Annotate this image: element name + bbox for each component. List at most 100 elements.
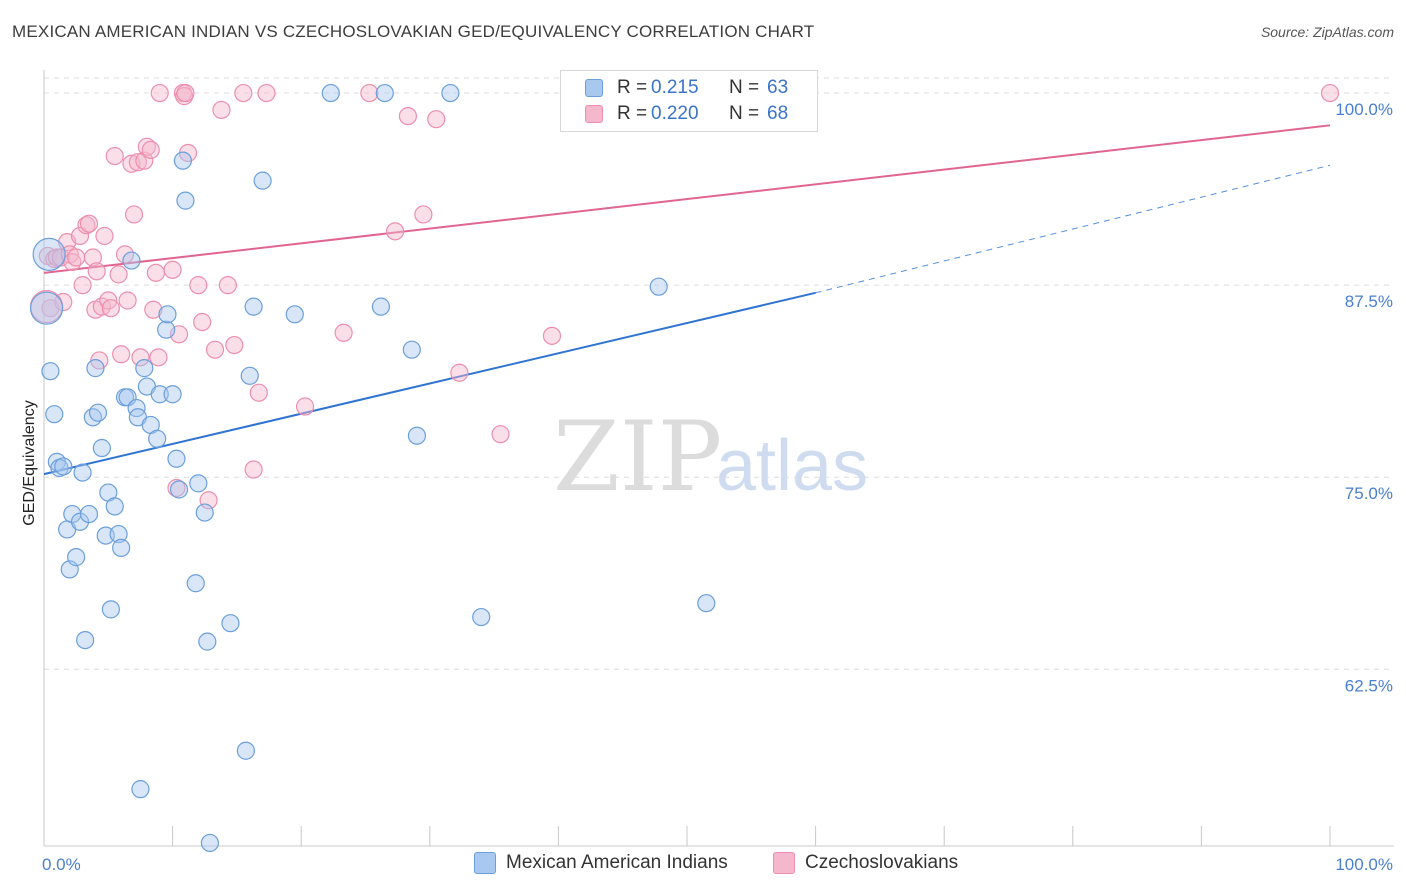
point-czechoslovakians <box>295 397 315 416</box>
point-mexican-american-indians <box>163 385 182 404</box>
point-mexican-american-indians <box>649 277 668 296</box>
legend-swatch-blue <box>585 79 603 97</box>
point-mexican-american-indians <box>112 538 131 557</box>
y-tick-label: 62.5% <box>1345 676 1393 695</box>
point-czechoslovakians <box>95 226 114 246</box>
legend-item-mexican-american-indians: Mexican American Indians <box>474 852 728 874</box>
point-czechoslovakians <box>450 363 469 382</box>
watermark-zip: ZIP <box>553 401 722 513</box>
point-mexican-american-indians <box>200 833 219 853</box>
watermark: ZIP atlas <box>553 401 868 513</box>
x-tick-label: 100.0% <box>1335 855 1393 874</box>
point-mexican-american-indians <box>29 291 64 325</box>
trend-line-blue <box>43 291 816 476</box>
legend-n-label: N = <box>729 103 760 124</box>
point-mexican-american-indians <box>157 320 176 339</box>
point-czechoslovakians <box>131 348 150 367</box>
point-mexican-american-indians <box>240 366 259 385</box>
point-czechoslovakians <box>249 383 268 402</box>
y-axis-label: GED/Equivalency <box>21 400 38 525</box>
point-czechoslovakians <box>149 348 168 367</box>
point-czechoslovakians <box>414 205 433 224</box>
point-mexican-american-indians <box>86 359 105 378</box>
legend-r-label: R = <box>617 103 648 124</box>
point-czechoslovakians <box>146 263 165 282</box>
legend-swatch-pink <box>585 105 603 123</box>
y-tick-label: 87.5% <box>1345 292 1393 311</box>
point-mexican-american-indians <box>73 463 92 482</box>
point-czechoslovakians <box>105 146 124 166</box>
point-czechoslovakians <box>79 214 99 233</box>
point-mexican-american-indians <box>375 83 394 103</box>
point-mexican-american-indians <box>236 741 256 760</box>
point-czechoslovakians <box>205 340 225 359</box>
x-tick-label: 0.0% <box>42 855 81 874</box>
point-mexican-american-indians <box>148 429 167 448</box>
series-legend: Mexican American Indians Czechoslovakian… <box>0 852 1406 878</box>
legend-swatch-pink <box>773 852 795 874</box>
point-mexican-american-indians <box>371 297 391 316</box>
axis-lines <box>43 70 1394 847</box>
series-points-pink <box>29 83 1340 510</box>
point-czechoslovakians <box>175 87 194 106</box>
point-czechoslovakians <box>212 100 231 120</box>
point-czechoslovakians <box>70 226 90 246</box>
legend-r-label: R = <box>617 77 648 98</box>
point-mexican-american-indians <box>472 607 491 627</box>
point-mexican-american-indians <box>76 630 95 650</box>
point-czechoslovakians <box>193 312 212 332</box>
legend-n-label: N = <box>729 77 760 98</box>
point-mexican-american-indians <box>186 574 205 593</box>
point-czechoslovakians <box>141 140 160 160</box>
legend-label-blue: Mexican American Indians <box>506 852 728 873</box>
point-mexican-american-indians <box>407 426 427 445</box>
source-note: Source: ZipAtlas.com <box>1260 24 1394 40</box>
legend-swatch-blue <box>474 852 496 874</box>
point-czechoslovakians <box>218 276 237 295</box>
point-czechoslovakians <box>150 83 169 103</box>
point-czechoslovakians <box>67 248 86 267</box>
point-czechoslovakians <box>189 276 208 295</box>
legend-label-pink: Czechoslovakians <box>805 852 959 873</box>
point-mexican-american-indians <box>198 632 217 651</box>
point-czechoslovakians <box>542 326 562 345</box>
point-mexican-american-indians <box>169 480 189 499</box>
point-mexican-american-indians <box>158 305 177 324</box>
point-czechoslovakians <box>128 153 147 172</box>
point-mexican-american-indians <box>173 151 192 170</box>
legend-r-value: 0.215 <box>651 77 699 98</box>
point-mexican-american-indians <box>321 83 340 103</box>
legend-box: R = 0.215 N = 63 R = 0.220 N = 68 <box>560 70 818 132</box>
legend-r-value: 0.220 <box>651 103 699 124</box>
trend-line-pink <box>43 124 1331 274</box>
point-mexican-american-indians <box>122 251 141 270</box>
point-czechoslovakians <box>234 83 253 103</box>
point-czechoslovakians <box>225 335 244 355</box>
point-mexican-american-indians <box>285 305 304 324</box>
point-czechoslovakians <box>398 106 418 126</box>
point-czechoslovakians <box>101 299 120 318</box>
point-czechoslovakians <box>334 323 353 342</box>
point-czechoslovakians <box>144 300 163 319</box>
point-czechoslovakians <box>1320 83 1340 103</box>
point-mexican-american-indians <box>88 403 108 422</box>
point-czechoslovakians <box>83 248 102 267</box>
watermark-atlas: atlas <box>716 426 868 506</box>
legend-n-value: 68 <box>767 103 789 124</box>
point-mexican-american-indians <box>697 594 716 613</box>
point-mexican-american-indians <box>127 398 146 418</box>
legend-item-czechoslovakians: Czechoslovakians <box>773 852 958 874</box>
point-mexican-american-indians <box>92 438 111 458</box>
point-mexican-american-indians <box>441 83 460 103</box>
legend-row-blue: R = 0.215 N = 63 <box>585 75 788 101</box>
point-mexican-american-indians <box>135 359 154 378</box>
point-mexican-american-indians <box>41 362 60 381</box>
point-mexican-american-indians <box>101 600 120 619</box>
point-czechoslovakians <box>73 276 92 295</box>
point-mexican-american-indians <box>32 237 66 271</box>
tick-labels: 62.5% 75.0% 87.5% 100.0% 0.0% 100.0% <box>42 100 1393 874</box>
trend-lines <box>43 124 1331 476</box>
point-mexican-american-indians <box>131 780 150 799</box>
legend-row-pink: R = 0.220 N = 68 <box>585 101 788 127</box>
